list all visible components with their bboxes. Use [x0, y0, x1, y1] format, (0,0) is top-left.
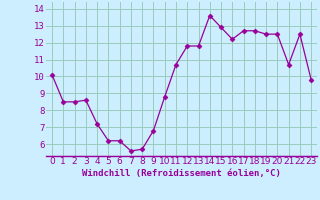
X-axis label: Windchill (Refroidissement éolien,°C): Windchill (Refroidissement éolien,°C)	[82, 169, 281, 178]
